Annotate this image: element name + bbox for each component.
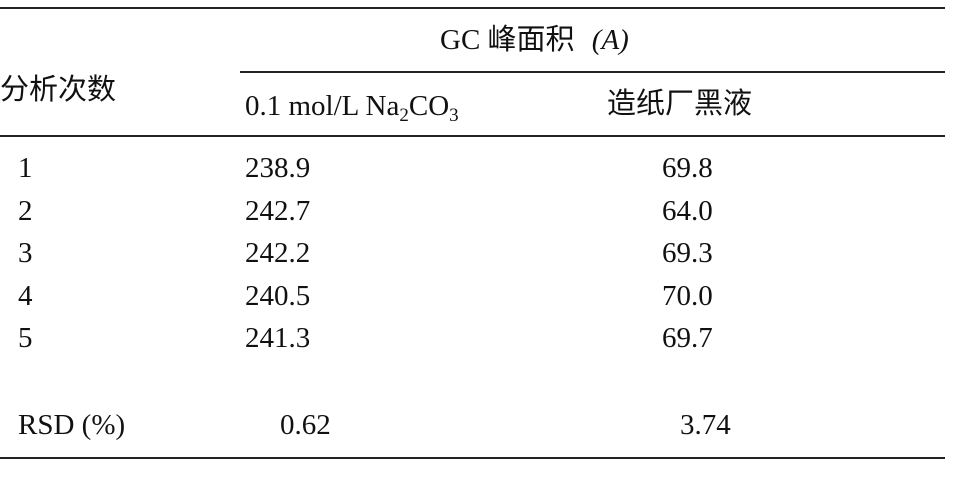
summary-c1: 0.62: [280, 409, 331, 441]
cell-c2: 64.0: [662, 194, 713, 227]
subscript: 2: [399, 105, 409, 126]
cell-c2: 69.3: [662, 237, 713, 269]
cell-c1: 241.3: [245, 322, 311, 354]
cell-c2: 69.7: [662, 322, 713, 354]
subscript: 3: [449, 105, 459, 126]
cell-n: 1: [18, 152, 33, 184]
column-header-na2co3: 0.1 mol/L Na2CO3: [245, 90, 459, 126]
group-header-label: GC 峰面积: [440, 24, 575, 56]
cell-n: 2: [18, 194, 33, 227]
cell-n: 4: [18, 279, 33, 312]
column-header-text: CO: [408, 90, 450, 122]
group-header: GC 峰面积 (A): [440, 26, 629, 55]
cell-c1: 242.7: [245, 194, 311, 227]
cell-n: 5: [18, 322, 33, 354]
table-bottom-rule: [0, 457, 945, 459]
column-header-black-liquor: 造纸厂黑液: [607, 88, 753, 120]
cell-c2: 69.8: [662, 152, 713, 184]
group-header-rule: [240, 71, 945, 73]
cell-n: 3: [18, 237, 33, 269]
column-header-text: 0.1 mol/L Na: [245, 90, 400, 122]
row-header: 分析次数: [0, 74, 117, 106]
table-top-rule: [0, 7, 945, 9]
header-bottom-rule: [0, 135, 945, 137]
summary-label: RSD (%): [18, 409, 126, 441]
cell-c1: 240.5: [245, 279, 311, 312]
cell-c1: 242.2: [245, 237, 311, 269]
cell-c2: 70.0: [662, 279, 713, 312]
summary-c2: 3.74: [680, 409, 731, 441]
group-header-symbol: (A): [591, 24, 629, 56]
cell-c1: 238.9: [245, 152, 311, 184]
